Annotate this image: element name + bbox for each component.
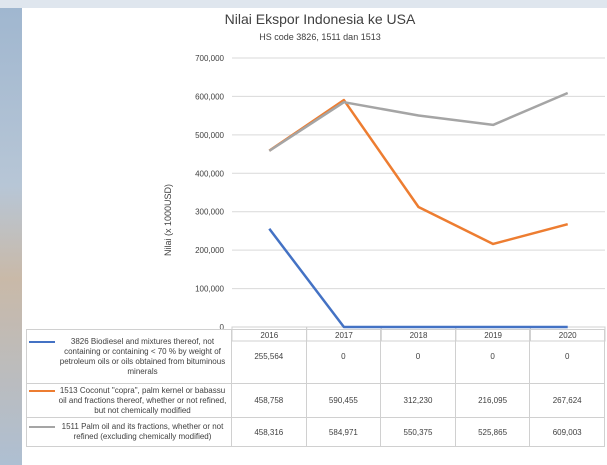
y-tick-label: 700,000 <box>195 54 224 63</box>
data-label: 312,230 <box>380 383 456 418</box>
series-line-0 <box>268 228 568 329</box>
y-tick-label: 0 <box>220 323 225 332</box>
table-row: 1513 Coconut "copra", palm kernel or bab… <box>26 383 605 418</box>
data-label: 216,095 <box>454 383 531 418</box>
legend-key <box>29 340 55 343</box>
data-label: 267,624 <box>529 383 605 418</box>
legend-label: 1513 Coconut "copra", palm kernel or bab… <box>58 385 227 415</box>
table-row: 1511 Palm oil and its fractions, whether… <box>26 417 605 447</box>
y-tick-label: 300,000 <box>195 208 224 217</box>
data-label: 550,375 <box>380 417 456 447</box>
y-tick-label: 600,000 <box>195 92 224 101</box>
data-label: 609,003 <box>529 417 605 447</box>
y-tick-labels: 700,000 600,000 500,000 400,000 300,000 200,0… <box>195 54 224 332</box>
chart-title: Nilai Ekspor Indonesia ke USA <box>224 11 416 27</box>
data-label: 458,316 <box>231 417 307 447</box>
legend-key <box>29 426 55 428</box>
data-label: 590,455 <box>305 383 382 418</box>
data-label: 255,564 <box>231 329 307 384</box>
data-label: 0 <box>454 329 531 384</box>
background-strip <box>0 0 22 465</box>
y-tick-label: 400,000 <box>195 169 224 178</box>
background-top <box>0 0 607 8</box>
series-lines <box>268 91 569 329</box>
data-label: 584,971 <box>305 417 382 447</box>
data-label: 0 <box>529 329 605 384</box>
legend-label: 3826 Biodiesel and mixtures thereof, not… <box>59 336 226 376</box>
legend-cell: 1513 Coconut "copra", palm kernel or bab… <box>26 383 232 418</box>
legend-cell: 1511 Palm oil and its fractions, whether… <box>26 417 232 447</box>
y-tick-label: 500,000 <box>195 131 224 140</box>
data-label: 525,865 <box>454 417 531 447</box>
gridlines <box>232 57 605 328</box>
chart-subtitle: HS code 3826, 1511 dan 1513 <box>259 32 381 42</box>
y-tick-label: 100,000 <box>195 285 224 294</box>
legend-key <box>29 389 55 392</box>
data-label: 0 <box>380 329 456 384</box>
legend-cell: 3826 Biodiesel and mixtures thereof, not… <box>26 329 232 384</box>
data-label: 0 <box>305 329 382 384</box>
legend-label: 1511 Palm oil and its fractions, whether… <box>61 422 224 441</box>
y-tick-label: 200,000 <box>195 246 224 255</box>
data-table: 3826 Biodiesel and mixtures thereof, not… <box>26 329 605 447</box>
table-row: 3826 Biodiesel and mixtures thereof, not… <box>26 329 605 384</box>
data-label: 458,758 <box>231 383 307 418</box>
series-line-2 <box>268 91 569 152</box>
